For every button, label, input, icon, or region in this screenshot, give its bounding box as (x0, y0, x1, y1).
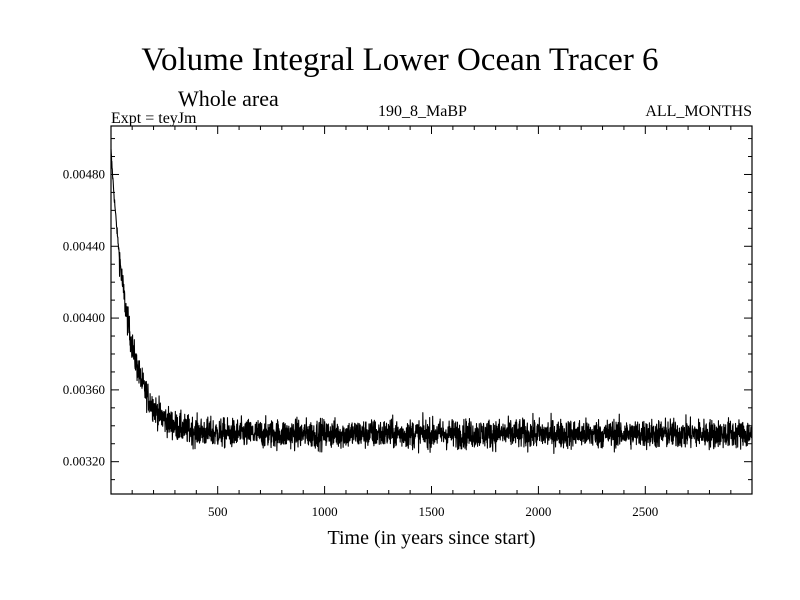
series-line (110, 148, 753, 455)
x-tick-label: 500 (208, 504, 228, 519)
months-label: ALL_MONTHS (645, 103, 752, 120)
y-tick-label: 0.00400 (63, 310, 105, 325)
series-layer (110, 148, 753, 455)
plot-frame (110, 125, 753, 495)
y-tick-label: 0.00480 (63, 166, 105, 181)
y-tick-label: 0.00320 (63, 454, 105, 469)
period-label: 190_8_MaBP (378, 103, 467, 120)
x-tick-label: 2500 (632, 504, 658, 519)
y-tick-label: 0.00440 (63, 238, 105, 253)
y-tick-label: 0.00360 (63, 382, 105, 397)
x-tick-label: 2000 (525, 504, 551, 519)
x-axis-label: Time (in years since start) (327, 527, 536, 549)
x-tick-label: 1000 (312, 504, 338, 519)
experiment-label: Expt = teyJm (111, 110, 197, 127)
chart-title: Volume Integral Lower Ocean Tracer 6 (141, 42, 659, 78)
ticks-layer: 500 1000 1500 2000 2500 0.00320 0.00360 0.00400… (63, 126, 752, 519)
x-tick-label: 1500 (419, 504, 445, 519)
chart-subtitle: Whole area (178, 86, 279, 111)
